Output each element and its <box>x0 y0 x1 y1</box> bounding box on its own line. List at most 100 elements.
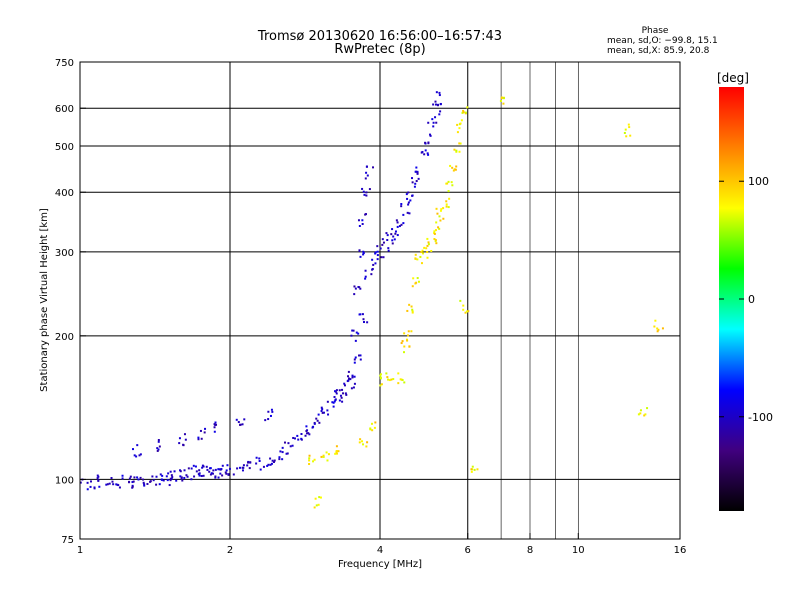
colorbar-tick-label: 100 <box>748 175 769 188</box>
data-point-O <box>226 464 229 467</box>
data-point-O <box>132 480 135 483</box>
data-point-O <box>93 486 96 489</box>
data-point-X <box>471 465 474 468</box>
data-point-O <box>386 234 389 237</box>
data-point-O <box>407 191 410 194</box>
data-point-O <box>221 474 224 477</box>
data-point-X <box>320 455 323 458</box>
data-point-O <box>214 421 217 424</box>
data-point-O <box>320 406 323 409</box>
data-point-O <box>386 239 389 242</box>
data-point-O <box>218 468 221 471</box>
data-point-O <box>238 466 241 469</box>
data-point-X <box>458 142 461 145</box>
data-point-X <box>462 308 465 311</box>
data-point-X <box>451 184 454 187</box>
data-point-O <box>297 438 300 441</box>
x-tick-label: 6 <box>465 545 471 556</box>
data-point-O <box>353 382 356 385</box>
data-point-X <box>442 207 445 210</box>
data-point-O <box>396 221 399 224</box>
data-point-X <box>462 109 465 112</box>
data-point-O <box>86 488 89 491</box>
data-point-O <box>105 483 108 486</box>
data-point-O <box>429 133 432 136</box>
data-point-O <box>278 456 281 459</box>
data-point-O <box>381 238 384 241</box>
data-point-X <box>625 135 628 138</box>
data-point-O <box>162 479 165 482</box>
data-point-X <box>313 458 316 461</box>
data-point-X <box>455 150 458 153</box>
data-point-O <box>318 421 321 424</box>
data-point-O <box>220 468 223 471</box>
data-point-X <box>627 123 630 126</box>
data-point-O <box>406 197 409 200</box>
data-point-O <box>228 467 231 470</box>
data-point-O <box>311 426 314 429</box>
data-point-X <box>464 111 467 114</box>
data-point-O <box>248 467 251 470</box>
data-point-X <box>423 246 426 249</box>
data-point-O <box>195 470 198 473</box>
data-point-O <box>173 470 176 473</box>
data-point-X <box>334 452 337 455</box>
data-point-X <box>416 277 419 280</box>
data-point-O <box>434 116 437 119</box>
data-point-O <box>376 245 379 248</box>
data-point-O <box>352 386 355 389</box>
data-point-O <box>243 418 246 421</box>
data-point-O <box>142 478 145 481</box>
data-point-O <box>423 153 426 156</box>
colorbar-tick-label: 0 <box>748 293 755 306</box>
data-point-X <box>308 463 311 466</box>
data-point-O <box>136 444 139 447</box>
data-point-O <box>391 242 394 245</box>
data-point-O <box>187 467 190 470</box>
data-point-O <box>361 313 364 316</box>
data-point-X <box>308 457 311 460</box>
data-point-O <box>271 459 274 462</box>
data-point-X <box>436 212 439 215</box>
data-point-O <box>169 470 172 473</box>
data-point-O <box>411 181 414 184</box>
data-point-X <box>408 345 411 348</box>
data-point-X <box>374 421 377 424</box>
data-point-X <box>414 257 417 260</box>
data-point-O <box>414 182 417 185</box>
data-point-O <box>398 225 401 228</box>
x-tick-label: 16 <box>674 545 687 556</box>
data-point-X <box>639 409 642 412</box>
data-point-X <box>433 232 436 235</box>
data-point-X <box>408 303 411 306</box>
data-point-X <box>435 242 438 245</box>
data-point-X <box>327 453 330 456</box>
data-point-O <box>348 377 351 380</box>
data-point-O <box>143 484 146 487</box>
data-point-O <box>108 482 111 485</box>
data-point-O <box>359 287 362 290</box>
data-point-O <box>97 479 100 482</box>
data-point-O <box>358 313 361 316</box>
data-point-O <box>269 463 272 466</box>
data-point-O <box>267 418 270 421</box>
data-point-O <box>413 185 416 188</box>
data-point-X <box>411 285 414 288</box>
data-point-O <box>209 467 212 470</box>
data-point-O <box>287 442 290 445</box>
data-point-O <box>343 382 346 385</box>
data-point-O <box>157 440 160 443</box>
data-point-O <box>178 442 181 445</box>
data-point-X <box>387 378 390 381</box>
data-point-O <box>259 468 262 471</box>
data-point-O <box>353 293 356 296</box>
data-point-O <box>79 481 82 484</box>
data-point-O <box>335 389 338 392</box>
data-point-O <box>221 464 224 467</box>
data-point-X <box>308 454 311 457</box>
data-point-O <box>313 422 316 425</box>
phase-stats-x: mean, sd,X: 85.9, 20.8 <box>607 46 710 56</box>
data-point-O <box>205 465 208 468</box>
data-point-X <box>456 123 459 126</box>
data-point-O <box>343 384 346 387</box>
